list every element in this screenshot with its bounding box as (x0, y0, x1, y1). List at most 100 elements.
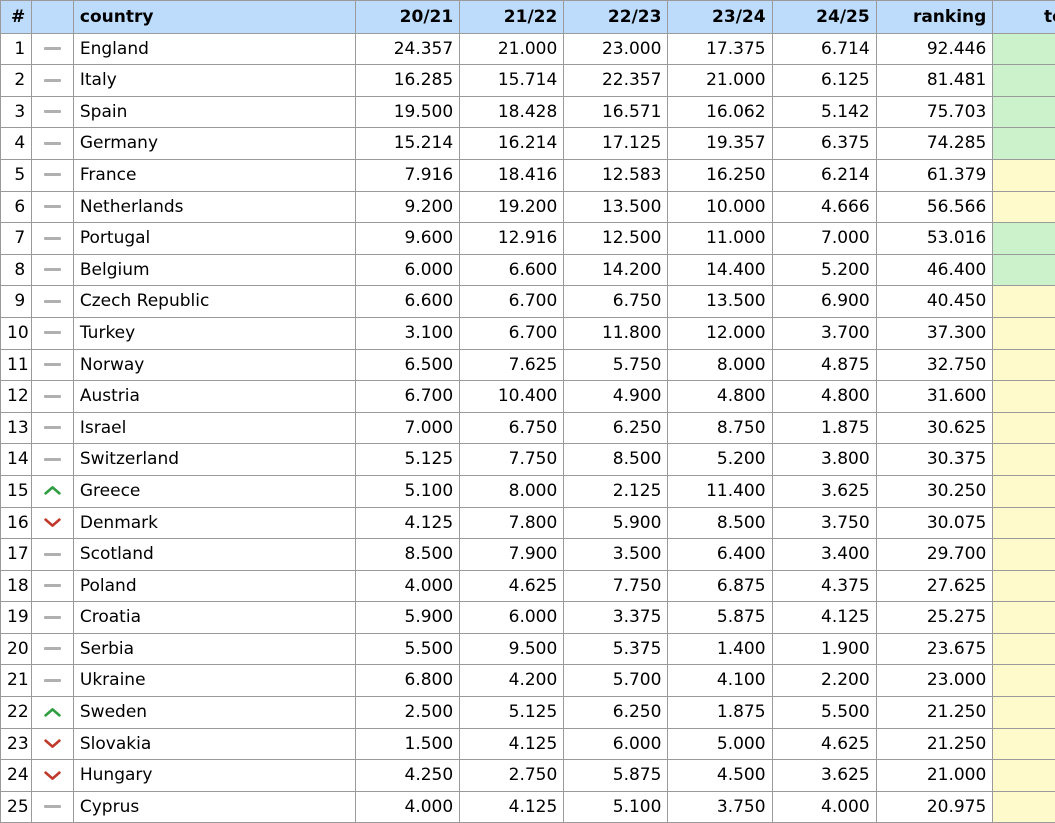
dash-icon (44, 675, 61, 686)
row-country[interactable]: France (73, 159, 355, 191)
row-country[interactable]: Israel (73, 412, 355, 444)
row-trend-cell (32, 444, 74, 476)
row-s2223-value: 6.250 (564, 412, 668, 444)
row-country[interactable]: Serbia (73, 633, 355, 665)
row-s2324-value: 4.800 (668, 381, 772, 413)
column-header-2023-24[interactable]: 23/24 (668, 1, 772, 34)
row-s2021-value: 9.200 (356, 191, 460, 223)
row-s2324-value: 17.375 (668, 33, 772, 65)
column-header-teams[interactable]: teams (993, 1, 1055, 34)
row-rank: 24 (1, 760, 32, 792)
table-row: 20Serbia5.5009.5005.3751.4001.90023.6752… (1, 633, 1055, 665)
row-s2223-value: 4.900 (564, 381, 668, 413)
row-trend-cell (32, 665, 74, 697)
row-s2324-value: 1.875 (668, 697, 772, 729)
row-teams: 2/ 5 (993, 665, 1055, 697)
row-trend-cell (32, 286, 74, 318)
column-header-country[interactable]: country (73, 1, 355, 34)
row-s2122-value: 21.000 (460, 33, 564, 65)
row-country[interactable]: Hungary (73, 760, 355, 792)
row-s2223-value: 22.357 (564, 65, 668, 97)
row-s2021-value: 8.500 (356, 539, 460, 571)
row-ranking-total: 30.625 (876, 412, 993, 444)
row-ranking-total: 53.016 (876, 223, 993, 255)
row-rank: 5 (1, 159, 32, 191)
row-teams: 3/ 4 (993, 791, 1055, 823)
column-header-ranking[interactable]: ranking (876, 1, 993, 34)
row-country[interactable]: Croatia (73, 602, 355, 634)
row-ranking-total: 30.075 (876, 507, 993, 539)
row-s2223-value: 5.875 (564, 760, 668, 792)
row-ranking-total: 27.625 (876, 570, 993, 602)
row-teams: 1/ 4 (993, 760, 1055, 792)
dash-icon (44, 138, 61, 149)
row-country[interactable]: Italy (73, 65, 355, 97)
row-s2425-value: 6.214 (772, 159, 876, 191)
row-country[interactable]: Scotland (73, 539, 355, 571)
row-s2324-value: 16.250 (668, 159, 772, 191)
column-header-rank[interactable]: # (1, 1, 32, 34)
row-ranking-total: 75.703 (876, 96, 993, 128)
row-s2223-value: 23.000 (564, 33, 668, 65)
row-teams: 2/ 4 (993, 570, 1055, 602)
row-s2425-value: 1.900 (772, 633, 876, 665)
row-country[interactable]: Sweden (73, 697, 355, 729)
row-trend-cell (32, 223, 74, 255)
row-s2122-value: 7.750 (460, 444, 564, 476)
row-country[interactable]: Denmark (73, 507, 355, 539)
row-country[interactable]: Netherlands (73, 191, 355, 223)
row-country[interactable]: Germany (73, 128, 355, 160)
row-country[interactable]: Turkey (73, 317, 355, 349)
row-country[interactable]: Slovakia (73, 728, 355, 760)
row-ranking-total: 74.285 (876, 128, 993, 160)
row-s2122-value: 18.428 (460, 96, 564, 128)
row-trend-cell (32, 96, 74, 128)
row-country[interactable]: Ukraine (73, 665, 355, 697)
row-s2324-value: 19.357 (668, 128, 772, 160)
row-s2324-value: 8.000 (668, 349, 772, 381)
row-trend-cell (32, 602, 74, 634)
row-country[interactable]: Norway (73, 349, 355, 381)
row-trend-cell (32, 633, 74, 665)
row-ranking-total: 30.375 (876, 444, 993, 476)
row-trend-cell (32, 65, 74, 97)
row-ranking-total: 31.600 (876, 381, 993, 413)
row-teams: 8/ 8 (993, 128, 1055, 160)
row-s2425-value: 4.125 (772, 602, 876, 634)
row-s2122-value: 7.900 (460, 539, 564, 571)
row-s2122-value: 16.214 (460, 128, 564, 160)
row-country[interactable]: Cyprus (73, 791, 355, 823)
row-rank: 23 (1, 728, 32, 760)
row-s2223-value: 5.900 (564, 507, 668, 539)
dash-icon (44, 296, 61, 307)
row-rank: 16 (1, 507, 32, 539)
row-s2122-value: 7.800 (460, 507, 564, 539)
row-rank: 11 (1, 349, 32, 381)
row-country[interactable]: England (73, 33, 355, 65)
row-ranking-total: 29.700 (876, 539, 993, 571)
row-country[interactable]: Greece (73, 475, 355, 507)
row-country[interactable]: Spain (73, 96, 355, 128)
row-country[interactable]: Switzerland (73, 444, 355, 476)
column-header-2020-21[interactable]: 20/21 (356, 1, 460, 34)
column-header-2024-25[interactable]: 24/25 (772, 1, 876, 34)
row-country[interactable]: Poland (73, 570, 355, 602)
row-country[interactable]: Austria (73, 381, 355, 413)
row-country[interactable]: Belgium (73, 254, 355, 286)
column-header-2021-22[interactable]: 21/22 (460, 1, 564, 34)
column-header-2022-23[interactable]: 22/23 (564, 1, 668, 34)
row-country[interactable]: Portugal (73, 223, 355, 255)
row-trend-cell (32, 412, 74, 444)
dash-icon (44, 201, 61, 212)
row-s2324-value: 8.500 (668, 507, 772, 539)
row-teams: 2/ 4 (993, 349, 1055, 381)
row-s2324-value: 11.400 (668, 475, 772, 507)
row-trend-cell (32, 539, 74, 571)
row-trend-cell (32, 254, 74, 286)
row-s2122-value: 19.200 (460, 191, 564, 223)
row-country[interactable]: Czech Republic (73, 286, 355, 318)
table-row: 13Israel7.0006.7506.2508.7501.87530.6251… (1, 412, 1055, 444)
row-s2425-value: 4.000 (772, 791, 876, 823)
